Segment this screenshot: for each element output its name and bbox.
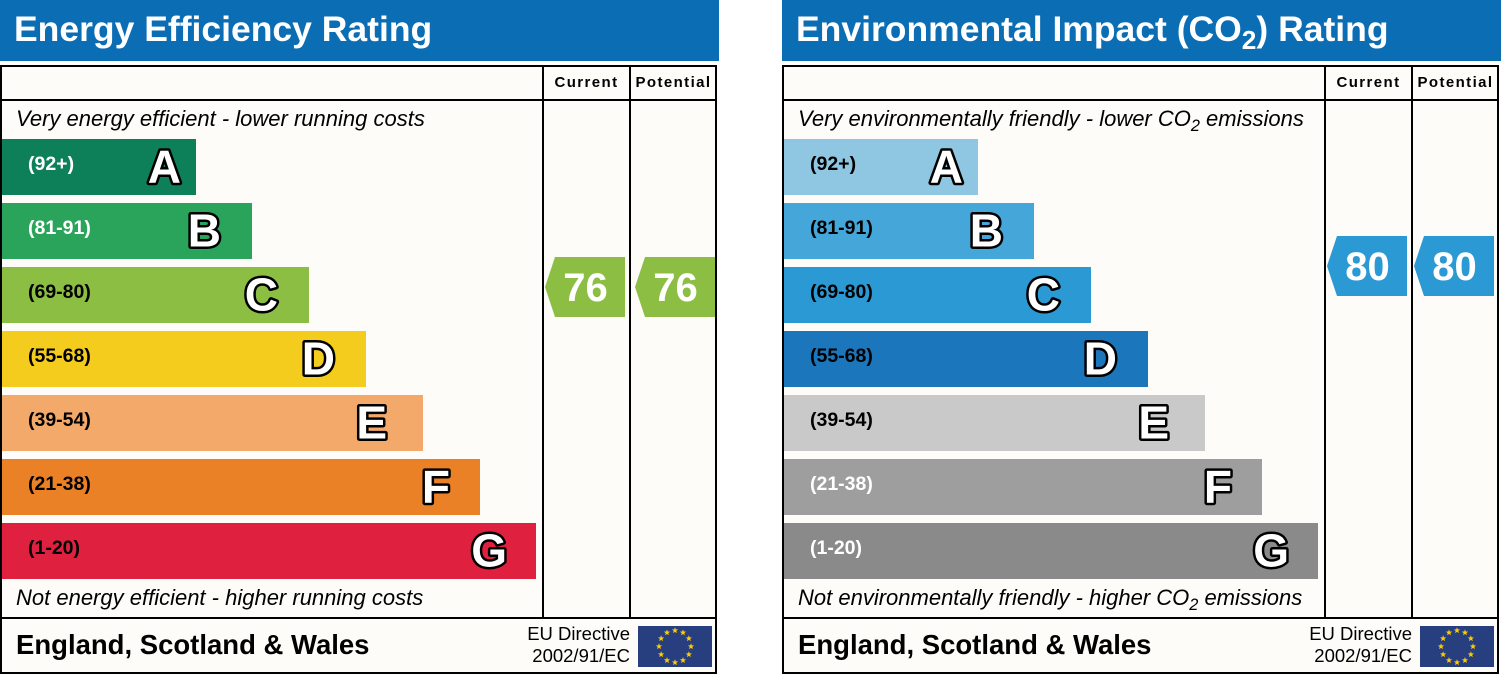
- svg-text:B: B: [970, 205, 1003, 257]
- svg-text:E: E: [1138, 397, 1169, 449]
- svg-text:A: A: [148, 141, 181, 193]
- svg-text:E: E: [356, 397, 387, 449]
- svg-text:F: F: [422, 461, 450, 513]
- svg-text:G: G: [1253, 525, 1289, 577]
- svg-text:D: D: [1084, 333, 1117, 385]
- svg-text:B: B: [188, 205, 221, 257]
- svg-text:76: 76: [653, 266, 698, 310]
- svg-text:76: 76: [563, 266, 608, 310]
- svg-text:G: G: [471, 525, 507, 577]
- svg-text:80: 80: [1345, 245, 1390, 289]
- svg-text:80: 80: [1432, 245, 1477, 289]
- svg-text:A: A: [930, 141, 963, 193]
- svg-text:C: C: [245, 269, 278, 321]
- svg-text:F: F: [1204, 461, 1232, 513]
- svg-text:C: C: [1027, 269, 1060, 321]
- svg-text:D: D: [302, 333, 335, 385]
